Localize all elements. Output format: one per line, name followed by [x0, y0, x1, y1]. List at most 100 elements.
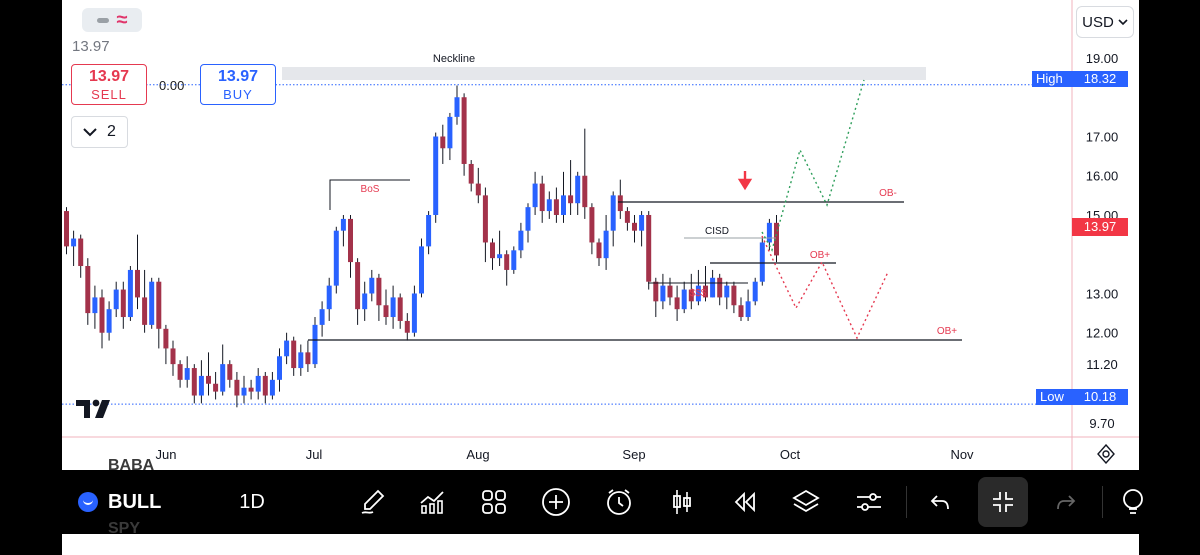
price-chart[interactable]: Neckline 19.0017.0016.0015.0013.0012.0011… — [62, 0, 1139, 470]
time-axis-label: Sep — [622, 447, 645, 462]
bottom-toolbar: BABA SPY BULL 1D — [0, 457, 1200, 537]
buy-button[interactable]: 13.97 BUY — [200, 64, 276, 105]
add-icon[interactable] — [538, 470, 574, 534]
liquidity-label: $$$ — [690, 288, 707, 299]
candle — [603, 230, 609, 259]
candle — [724, 285, 730, 298]
price-axis-label: 17.00 — [1086, 129, 1119, 144]
collapse-icon[interactable] — [978, 477, 1028, 527]
toolbar-divider — [1102, 486, 1103, 518]
chart-type-icon[interactable] — [664, 470, 700, 534]
interval-button[interactable]: 1D — [239, 490, 265, 513]
layout-icon[interactable] — [476, 470, 512, 534]
candle — [610, 195, 616, 231]
ob-minus-label: OB- — [879, 188, 897, 199]
toolbar-divider — [906, 486, 907, 518]
candle — [170, 348, 176, 365]
candle — [142, 297, 148, 325]
candle — [312, 324, 318, 365]
candle — [326, 285, 332, 310]
candle — [369, 277, 375, 294]
sell-label: SELL — [91, 87, 127, 102]
candle — [660, 285, 666, 302]
replay-icon[interactable] — [726, 470, 762, 534]
candle — [234, 379, 240, 396]
candle — [397, 297, 403, 321]
time-axis-label: Jun — [156, 447, 177, 462]
tradingview-logo — [76, 399, 110, 418]
candle — [440, 136, 446, 149]
candle — [71, 238, 77, 247]
candle — [482, 195, 488, 243]
candle — [504, 254, 510, 270]
candle — [738, 305, 744, 318]
spread-value: 0.00 — [159, 78, 185, 93]
undo-icon[interactable] — [922, 470, 958, 534]
candle — [163, 328, 169, 349]
trading-app: Neckline 19.00 17.00 16.00 15.00 13.00 12.00 11… — [62, 0, 1139, 555]
time-axis-label: Nov — [950, 447, 974, 462]
candle — [717, 277, 723, 298]
price-axis-label: 9.70 — [1089, 416, 1114, 431]
candle — [518, 230, 524, 251]
candle — [561, 195, 566, 215]
candle — [220, 364, 226, 392]
candle — [291, 340, 297, 369]
candle — [582, 175, 588, 208]
low-value: 10.18 — [1072, 389, 1128, 405]
price-axis-label: 19.00 — [1086, 51, 1119, 66]
low-tag: Low — [1036, 389, 1072, 405]
idea-icon[interactable] — [1118, 470, 1148, 534]
candle — [426, 214, 432, 247]
candle — [411, 293, 417, 333]
wave-icon: ≈ — [116, 9, 128, 31]
candle — [596, 242, 602, 259]
candle — [511, 250, 517, 270]
candle — [667, 285, 673, 298]
candle — [575, 175, 581, 204]
bos-label: BoS — [361, 184, 380, 195]
candle — [156, 281, 162, 329]
candle — [624, 211, 630, 223]
candle — [532, 183, 538, 208]
candle — [340, 218, 346, 231]
candle — [127, 269, 133, 318]
price-axis-label: 13.00 — [1086, 286, 1119, 301]
candle — [447, 116, 453, 149]
candle — [120, 289, 126, 318]
candle — [759, 242, 765, 282]
quantity-value: 2 — [107, 123, 116, 140]
last-price: 13.97 — [72, 38, 110, 55]
candle — [348, 218, 353, 263]
currency-selector[interactable]: USD — [1076, 6, 1134, 38]
brush-icon[interactable] — [354, 470, 390, 534]
settings-sliders-icon[interactable] — [851, 470, 887, 534]
alert-icon[interactable] — [601, 470, 637, 534]
bearish-projection — [761, 235, 889, 340]
candle — [184, 368, 190, 380]
candle — [468, 163, 474, 184]
candle — [64, 211, 69, 247]
candle — [774, 222, 779, 256]
candle — [639, 214, 645, 231]
candle — [703, 285, 708, 298]
candle — [710, 277, 716, 298]
time-axis-label: Oct — [780, 447, 801, 462]
candle — [262, 375, 268, 396]
indicators-icon[interactable] — [414, 470, 450, 534]
candle — [766, 222, 772, 243]
time-axis-label: Aug — [466, 447, 489, 462]
redo-icon[interactable] — [1048, 470, 1084, 534]
layers-icon[interactable] — [788, 470, 824, 534]
price-axis-label: 12.00 — [1086, 326, 1119, 341]
quantity-selector[interactable]: 2 — [71, 116, 128, 148]
chart-settings-icon[interactable] — [1096, 444, 1116, 464]
candle — [646, 214, 652, 282]
ob-plus-near-label: OB+ — [810, 250, 830, 261]
toggle-panel-button[interactable]: ≈ — [82, 8, 142, 32]
candle — [198, 375, 204, 396]
ghost-symbol-above: BABA — [108, 457, 155, 474]
high-value: 18.32 — [1072, 71, 1128, 87]
symbol-button[interactable]: BULL — [78, 470, 208, 534]
sell-button[interactable]: 13.97 SELL — [71, 64, 147, 105]
